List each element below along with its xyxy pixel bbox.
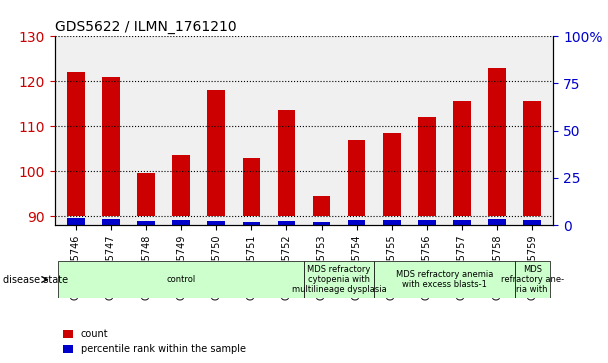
Bar bbox=[137, 221, 155, 225]
Bar bbox=[523, 102, 541, 216]
Bar bbox=[488, 68, 506, 216]
FancyBboxPatch shape bbox=[58, 261, 304, 298]
Bar bbox=[243, 222, 260, 225]
Bar bbox=[243, 158, 260, 216]
Text: MDS refractory anemia
with excess blasts-1: MDS refractory anemia with excess blasts… bbox=[396, 270, 493, 289]
Bar bbox=[102, 219, 120, 225]
FancyBboxPatch shape bbox=[374, 261, 514, 298]
Bar bbox=[383, 220, 401, 225]
Bar bbox=[348, 220, 365, 225]
Bar bbox=[172, 155, 190, 216]
Bar bbox=[523, 220, 541, 225]
Legend: count, percentile rank within the sample: count, percentile rank within the sample bbox=[60, 326, 250, 358]
Text: disease state: disease state bbox=[3, 274, 68, 285]
FancyBboxPatch shape bbox=[304, 261, 374, 298]
Bar bbox=[488, 219, 506, 225]
Bar bbox=[278, 110, 295, 216]
Bar bbox=[453, 220, 471, 225]
Bar bbox=[313, 196, 330, 216]
Text: GDS5622 / ILMN_1761210: GDS5622 / ILMN_1761210 bbox=[55, 20, 237, 34]
Bar bbox=[137, 174, 155, 216]
Bar bbox=[172, 220, 190, 225]
Bar bbox=[67, 72, 85, 216]
Bar bbox=[418, 220, 436, 225]
Bar bbox=[383, 133, 401, 216]
Bar bbox=[313, 222, 330, 225]
Text: control: control bbox=[167, 275, 196, 284]
Bar bbox=[453, 102, 471, 216]
Text: MDS
refractory ane-
ria with: MDS refractory ane- ria with bbox=[500, 265, 564, 294]
Bar bbox=[418, 117, 436, 216]
Bar bbox=[207, 90, 225, 216]
Text: MDS refractory
cytopenia with
multilineage dysplasia: MDS refractory cytopenia with multilinea… bbox=[292, 265, 387, 294]
Bar bbox=[67, 219, 85, 225]
Bar bbox=[102, 77, 120, 216]
Bar bbox=[278, 221, 295, 225]
Bar bbox=[348, 140, 365, 216]
FancyBboxPatch shape bbox=[514, 261, 550, 298]
Bar bbox=[207, 221, 225, 225]
